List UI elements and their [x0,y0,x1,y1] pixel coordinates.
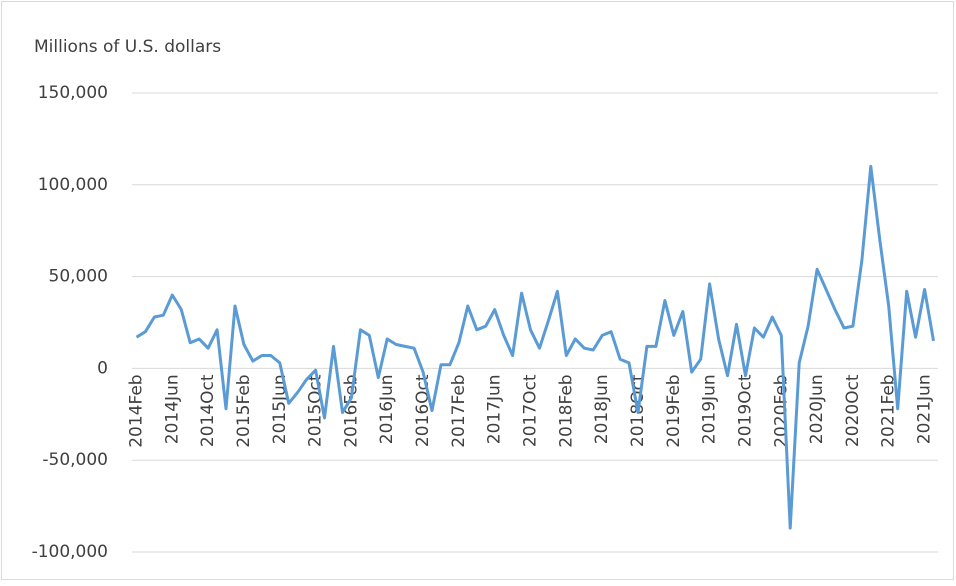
x-tick-label: 2019Jun [700,374,720,444]
x-tick-label: 2017Oct [521,374,541,447]
x-tick-label: 2020Feb [771,374,791,447]
x-tick-label: 2019Oct [735,374,755,447]
y-tick-label: 0 [97,358,108,378]
x-tick-label: 2017Jun [485,374,505,444]
x-tick-label: 2021Feb [879,374,899,447]
y-axis-label: Millions of U.S. dollars [34,37,221,57]
x-tick-label: 2014Oct [198,374,218,447]
x-tick-label: 2021Jun [915,374,935,444]
x-tick-label: 2014Jun [162,374,182,444]
x-tick-label: 2020Oct [843,374,863,447]
y-tick-label: 50,000 [49,267,108,287]
x-tick-label: 2015Feb [234,374,254,447]
y-tick-label: -50,000 [42,450,108,470]
y-tick-label: -100,000 [32,542,108,562]
x-tick-label: 2018Feb [556,374,576,447]
x-tick-label: 2015Jun [270,374,290,444]
x-tick-label: 2018Jun [592,374,612,444]
x-tick-label: 2014Feb [126,374,146,447]
x-tick-label: 2016Feb [341,374,361,447]
x-tick-label: 2020Jun [807,374,827,444]
data-line [135,164,935,530]
y-tick-label: 150,000 [38,83,108,103]
x-tick-label: 2016Jun [377,374,397,444]
x-tick-label: 2016Oct [413,374,433,447]
x-tick-label: 2017Feb [449,374,469,447]
x-tick-label: 2019Feb [664,374,684,447]
y-tick-label: 100,000 [38,175,108,195]
